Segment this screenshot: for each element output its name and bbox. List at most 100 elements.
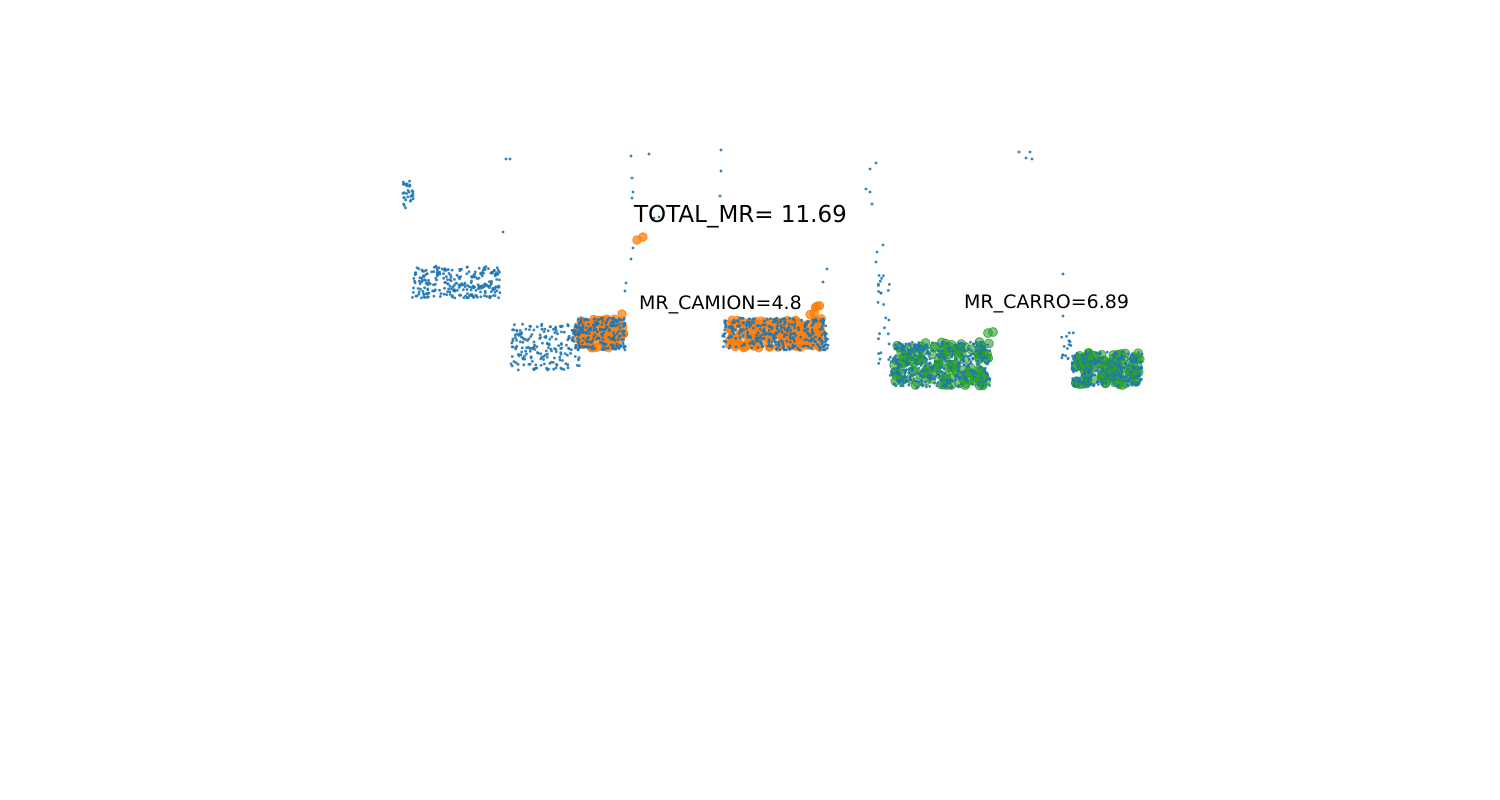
points-point [543, 327, 547, 331]
points-point [470, 275, 474, 279]
points-point [583, 318, 586, 322]
points-point [540, 327, 544, 331]
points-point [567, 346, 570, 350]
points-point [1061, 353, 1064, 357]
points-point [821, 280, 825, 284]
points-point [573, 355, 577, 358]
points-point [799, 335, 803, 339]
points-point [593, 347, 596, 350]
points-point [935, 353, 939, 357]
points-point [520, 331, 523, 334]
points-point [892, 367, 896, 371]
points-point [822, 345, 825, 348]
points-point [521, 322, 524, 326]
points-point [430, 270, 434, 274]
points-point [411, 190, 415, 194]
points-point [573, 346, 577, 350]
points-point [950, 355, 953, 359]
points-point [770, 340, 774, 343]
points-point [912, 373, 916, 377]
points-point [467, 270, 471, 274]
points-point [1076, 380, 1079, 384]
points-point [1122, 379, 1126, 383]
points-point [1134, 360, 1138, 363]
points-point [619, 338, 623, 341]
points-point [825, 346, 829, 350]
points-point [920, 379, 923, 383]
points-point [916, 372, 920, 375]
points-point [406, 189, 410, 192]
points-point [442, 276, 446, 280]
points-point [1136, 374, 1140, 377]
points-point [489, 290, 493, 294]
points-point [787, 325, 791, 329]
points-point [424, 273, 428, 276]
points-point [498, 291, 502, 294]
points-point [577, 358, 580, 362]
points-point [727, 336, 730, 340]
points-point [946, 381, 949, 385]
points-point [906, 379, 909, 383]
points-point [564, 362, 568, 365]
points-point [781, 317, 785, 321]
points-point [437, 266, 441, 270]
points-point [901, 359, 905, 363]
points-point [919, 364, 923, 367]
points-point [979, 351, 982, 355]
points-point [751, 317, 755, 321]
points-point [810, 324, 814, 327]
points-point [937, 360, 941, 364]
points-point [883, 326, 886, 330]
points-point [554, 350, 558, 354]
points-point [870, 202, 874, 206]
points-point [553, 331, 557, 335]
points-point [483, 289, 487, 293]
points-point [559, 351, 563, 354]
points-point [886, 289, 890, 292]
points-point [1116, 359, 1119, 363]
points-point [1137, 382, 1140, 386]
points-point [1131, 380, 1135, 384]
points-point [630, 176, 634, 180]
points-point [814, 335, 817, 339]
points-point [772, 335, 775, 339]
points-point [447, 287, 450, 291]
points-point [924, 360, 928, 364]
points-point [446, 290, 450, 293]
points-point [984, 379, 988, 382]
points-point [793, 322, 797, 326]
points-point [1079, 380, 1082, 384]
points-point [884, 316, 888, 320]
points-point [734, 336, 738, 340]
points-point [610, 343, 614, 347]
points-point [426, 287, 430, 291]
points-point [930, 341, 934, 345]
points-point [788, 336, 792, 340]
points-point [917, 380, 921, 384]
points-point [473, 270, 477, 274]
points-point [549, 325, 552, 328]
points-point [488, 280, 491, 284]
points-point [813, 339, 816, 343]
points-series [401, 148, 1144, 390]
points-point [1098, 360, 1101, 364]
points-point [788, 340, 792, 344]
points-point [554, 366, 558, 370]
points-point [497, 296, 500, 300]
points-point [878, 279, 882, 283]
points-point [617, 347, 621, 350]
points-point [1087, 360, 1090, 364]
points-point [904, 344, 907, 348]
points-point [1061, 314, 1065, 318]
points-point [514, 347, 518, 351]
points-point [629, 154, 633, 158]
points-point [936, 373, 940, 377]
points-point [1132, 375, 1136, 379]
points-point [577, 364, 581, 368]
points-point [976, 359, 980, 363]
points-point [443, 281, 447, 284]
points-point [982, 381, 985, 384]
points-point [770, 345, 773, 349]
points-point [950, 378, 954, 382]
points-point [619, 318, 623, 322]
